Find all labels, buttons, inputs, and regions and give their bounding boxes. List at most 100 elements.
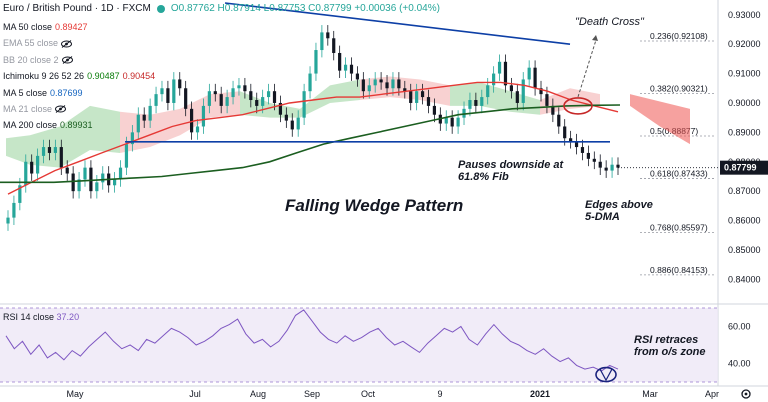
candle-body: [24, 161, 28, 186]
candle-body: [480, 97, 484, 106]
candle-body: [219, 94, 223, 106]
rsi-legend-value: 37.20: [56, 312, 80, 322]
fib-label: 61.8% Fib: [458, 171, 509, 183]
candle-body: [598, 161, 602, 168]
time-tick-label: 2021: [530, 389, 550, 399]
candle-body: [47, 147, 52, 153]
candle-body: [266, 91, 271, 98]
candle-body: [243, 85, 247, 92]
legend-value: 0.90487: [87, 71, 120, 82]
ichimoku-cloud-segment: [120, 91, 240, 153]
ohlc-readout: O0.87762 H0.87914 L0.87753 C0.87799 +0.0…: [170, 3, 440, 14]
legend-row[interactable]: MA 5 close 0.87699: [3, 85, 155, 101]
candle-body: [12, 202, 16, 218]
legend-row[interactable]: Ichimoku 9 26 52 26 0.90487 0.90454: [3, 68, 155, 84]
rsi-tick-label: 40.00: [728, 359, 751, 369]
candle-body: [574, 141, 579, 148]
candle-body: [184, 88, 188, 109]
legend-row[interactable]: MA 50 close 0.89427: [3, 19, 155, 35]
candle-body: [314, 50, 318, 74]
legend-value-2: 0.90454: [122, 71, 156, 82]
wedge-upper-trendline: [224, 2, 571, 45]
candle-body: [302, 91, 306, 118]
candle-body: [189, 108, 194, 133]
ichimoku-cloud-segment: [6, 105, 120, 168]
ichimoku-cloud-segment: [540, 88, 600, 115]
price-tick-label: 0.87000: [728, 186, 761, 196]
price-tick-label: 0.93000: [728, 10, 761, 20]
candle-body: [610, 164, 614, 171]
legend-value: 0.89931: [60, 120, 93, 131]
death-cross-arrow: [577, 39, 597, 98]
rsi-retraces-label: RSI retraces: [634, 334, 699, 346]
candle-body: [201, 105, 206, 127]
legend-row[interactable]: MA 200 close 0.89931: [3, 117, 155, 133]
candle-body: [213, 91, 217, 95]
candle-body: [409, 91, 413, 103]
rsi-band: [0, 308, 718, 382]
candle-body: [326, 32, 330, 39]
candle-body: [36, 155, 40, 174]
candle-body: [349, 64, 354, 74]
legend-row[interactable]: BB 20 close 2: [3, 52, 155, 68]
candle-body: [521, 79, 525, 103]
oversold-zone-label: from o/s zone: [634, 346, 706, 358]
candle-body: [148, 105, 152, 121]
candle-body: [237, 85, 241, 89]
fib-level-label: 0.382(0.90321): [650, 84, 708, 94]
rsi-rebound-mark: [599, 368, 613, 382]
legend-label: MA 5 close: [3, 87, 48, 98]
hidden-eye-icon[interactable]: [61, 39, 73, 48]
time-tick-label: Jul: [189, 389, 201, 399]
gear-ring: [741, 389, 751, 399]
rsi-legend[interactable]: RSI 14 close 37.20: [3, 312, 79, 322]
candle-body: [604, 167, 608, 171]
candle-body: [403, 88, 407, 92]
candle-body: [30, 161, 34, 174]
candle-body: [160, 88, 164, 95]
last-price-tag: [720, 160, 768, 175]
gear-hub: [744, 392, 748, 396]
price-tick-label: 0.85000: [728, 245, 761, 255]
price-tick-label: 0.86000: [728, 216, 761, 226]
legend-label: MA 21 close: [3, 104, 53, 115]
candle-body: [154, 94, 158, 106]
candle-body: [367, 85, 371, 92]
candle-body: [456, 117, 460, 127]
candle-body: [420, 91, 425, 98]
gear-icon[interactable]: [741, 389, 751, 399]
candle-body: [41, 147, 46, 156]
legend-label: Ichimoku 9 26 52 26: [3, 71, 85, 82]
dma-label: 5-DMA: [585, 211, 620, 223]
time-tick-label: Sep: [304, 389, 320, 399]
candle-body: [379, 79, 383, 83]
falling-wedge-label: Falling Wedge Pattern: [285, 196, 464, 215]
symbol-title[interactable]: Euro / British Pound · 1D · FXCM: [3, 3, 151, 14]
candle-body: [462, 108, 466, 118]
time-tick-label: 9: [437, 389, 442, 399]
fib-level-label: 0.618(0.87433): [650, 168, 708, 178]
candle-body: [486, 85, 490, 98]
legend-row[interactable]: EMA 55 close: [3, 35, 155, 51]
candle-body: [308, 73, 312, 92]
candle-body: [343, 64, 348, 71]
candle-body: [136, 114, 140, 133]
candle-body: [142, 114, 146, 121]
time-tick-label: Mar: [642, 389, 658, 399]
ichimoku-cloud-segment: [240, 79, 360, 118]
candle-body: [6, 217, 10, 224]
candle-body: [616, 164, 620, 168]
candle-body: [397, 79, 401, 89]
rsi-oversold-circle: [595, 366, 617, 383]
candle-body: [166, 88, 170, 103]
candle-body: [207, 91, 211, 106]
hidden-eye-icon[interactable]: [55, 105, 67, 114]
candle-body: [426, 97, 431, 106]
rsi-legend-label: RSI 14 close: [3, 312, 55, 322]
legend-label: EMA 55 close: [3, 38, 59, 49]
candle-body: [113, 179, 117, 186]
indicator-legend: MA 50 close 0.89427 EMA 55 close BB 20 clos…: [3, 19, 155, 134]
candle-body: [450, 117, 454, 127]
hidden-eye-icon[interactable]: [61, 56, 73, 64]
legend-row[interactable]: MA 21 close: [3, 101, 155, 117]
